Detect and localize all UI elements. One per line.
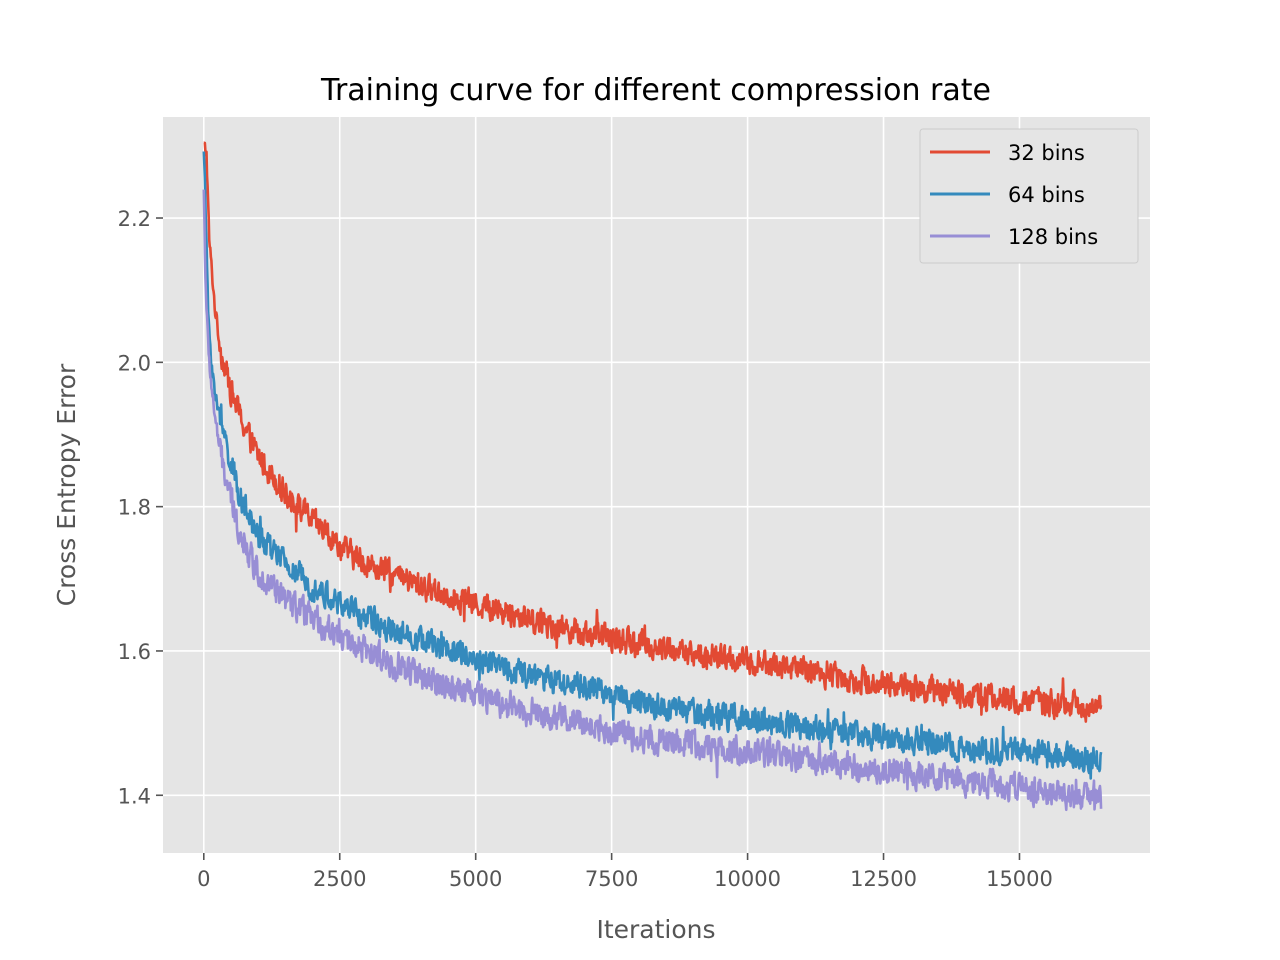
y-tick-label: 1.4 bbox=[118, 784, 151, 808]
y-tick-label: 2.0 bbox=[118, 351, 151, 375]
x-tick-label: 10000 bbox=[714, 867, 781, 891]
legend-box bbox=[919, 128, 1139, 264]
series-line bbox=[202, 189, 1103, 812]
x-tick-label: 2500 bbox=[313, 867, 366, 891]
legend-label: 128 bins bbox=[1008, 225, 1098, 249]
x-tick-label: 5000 bbox=[449, 867, 502, 891]
legend-label: 64 bins bbox=[1008, 183, 1085, 207]
x-tick-label: 12500 bbox=[850, 867, 917, 891]
x-axis-ticks: 0 2500 5000 7500 10000 12500 15000 bbox=[197, 853, 1053, 891]
y-axis-label: Cross Entropy Error bbox=[52, 363, 81, 606]
series-lines bbox=[202, 141, 1103, 812]
series-line bbox=[202, 151, 1103, 780]
y-tick-label: 1.6 bbox=[118, 640, 151, 664]
series-line bbox=[203, 141, 1103, 723]
chart-title: Training curve for different compression… bbox=[320, 73, 991, 108]
x-tick-label: 15000 bbox=[986, 867, 1053, 891]
x-axis-label: Iterations bbox=[596, 915, 715, 944]
legend: 32 bins 64 bins 128 bins bbox=[919, 128, 1139, 264]
y-tick-label: 2.2 bbox=[118, 207, 151, 231]
x-tick-label: 7500 bbox=[585, 867, 638, 891]
x-tick-label: 0 bbox=[197, 867, 210, 891]
legend-label: 32 bins bbox=[1008, 141, 1085, 165]
y-tick-label: 1.8 bbox=[118, 496, 151, 520]
y-axis-ticks: 1.4 1.6 1.8 2.0 2.2 bbox=[118, 207, 163, 808]
grid-lines bbox=[163, 117, 1150, 853]
